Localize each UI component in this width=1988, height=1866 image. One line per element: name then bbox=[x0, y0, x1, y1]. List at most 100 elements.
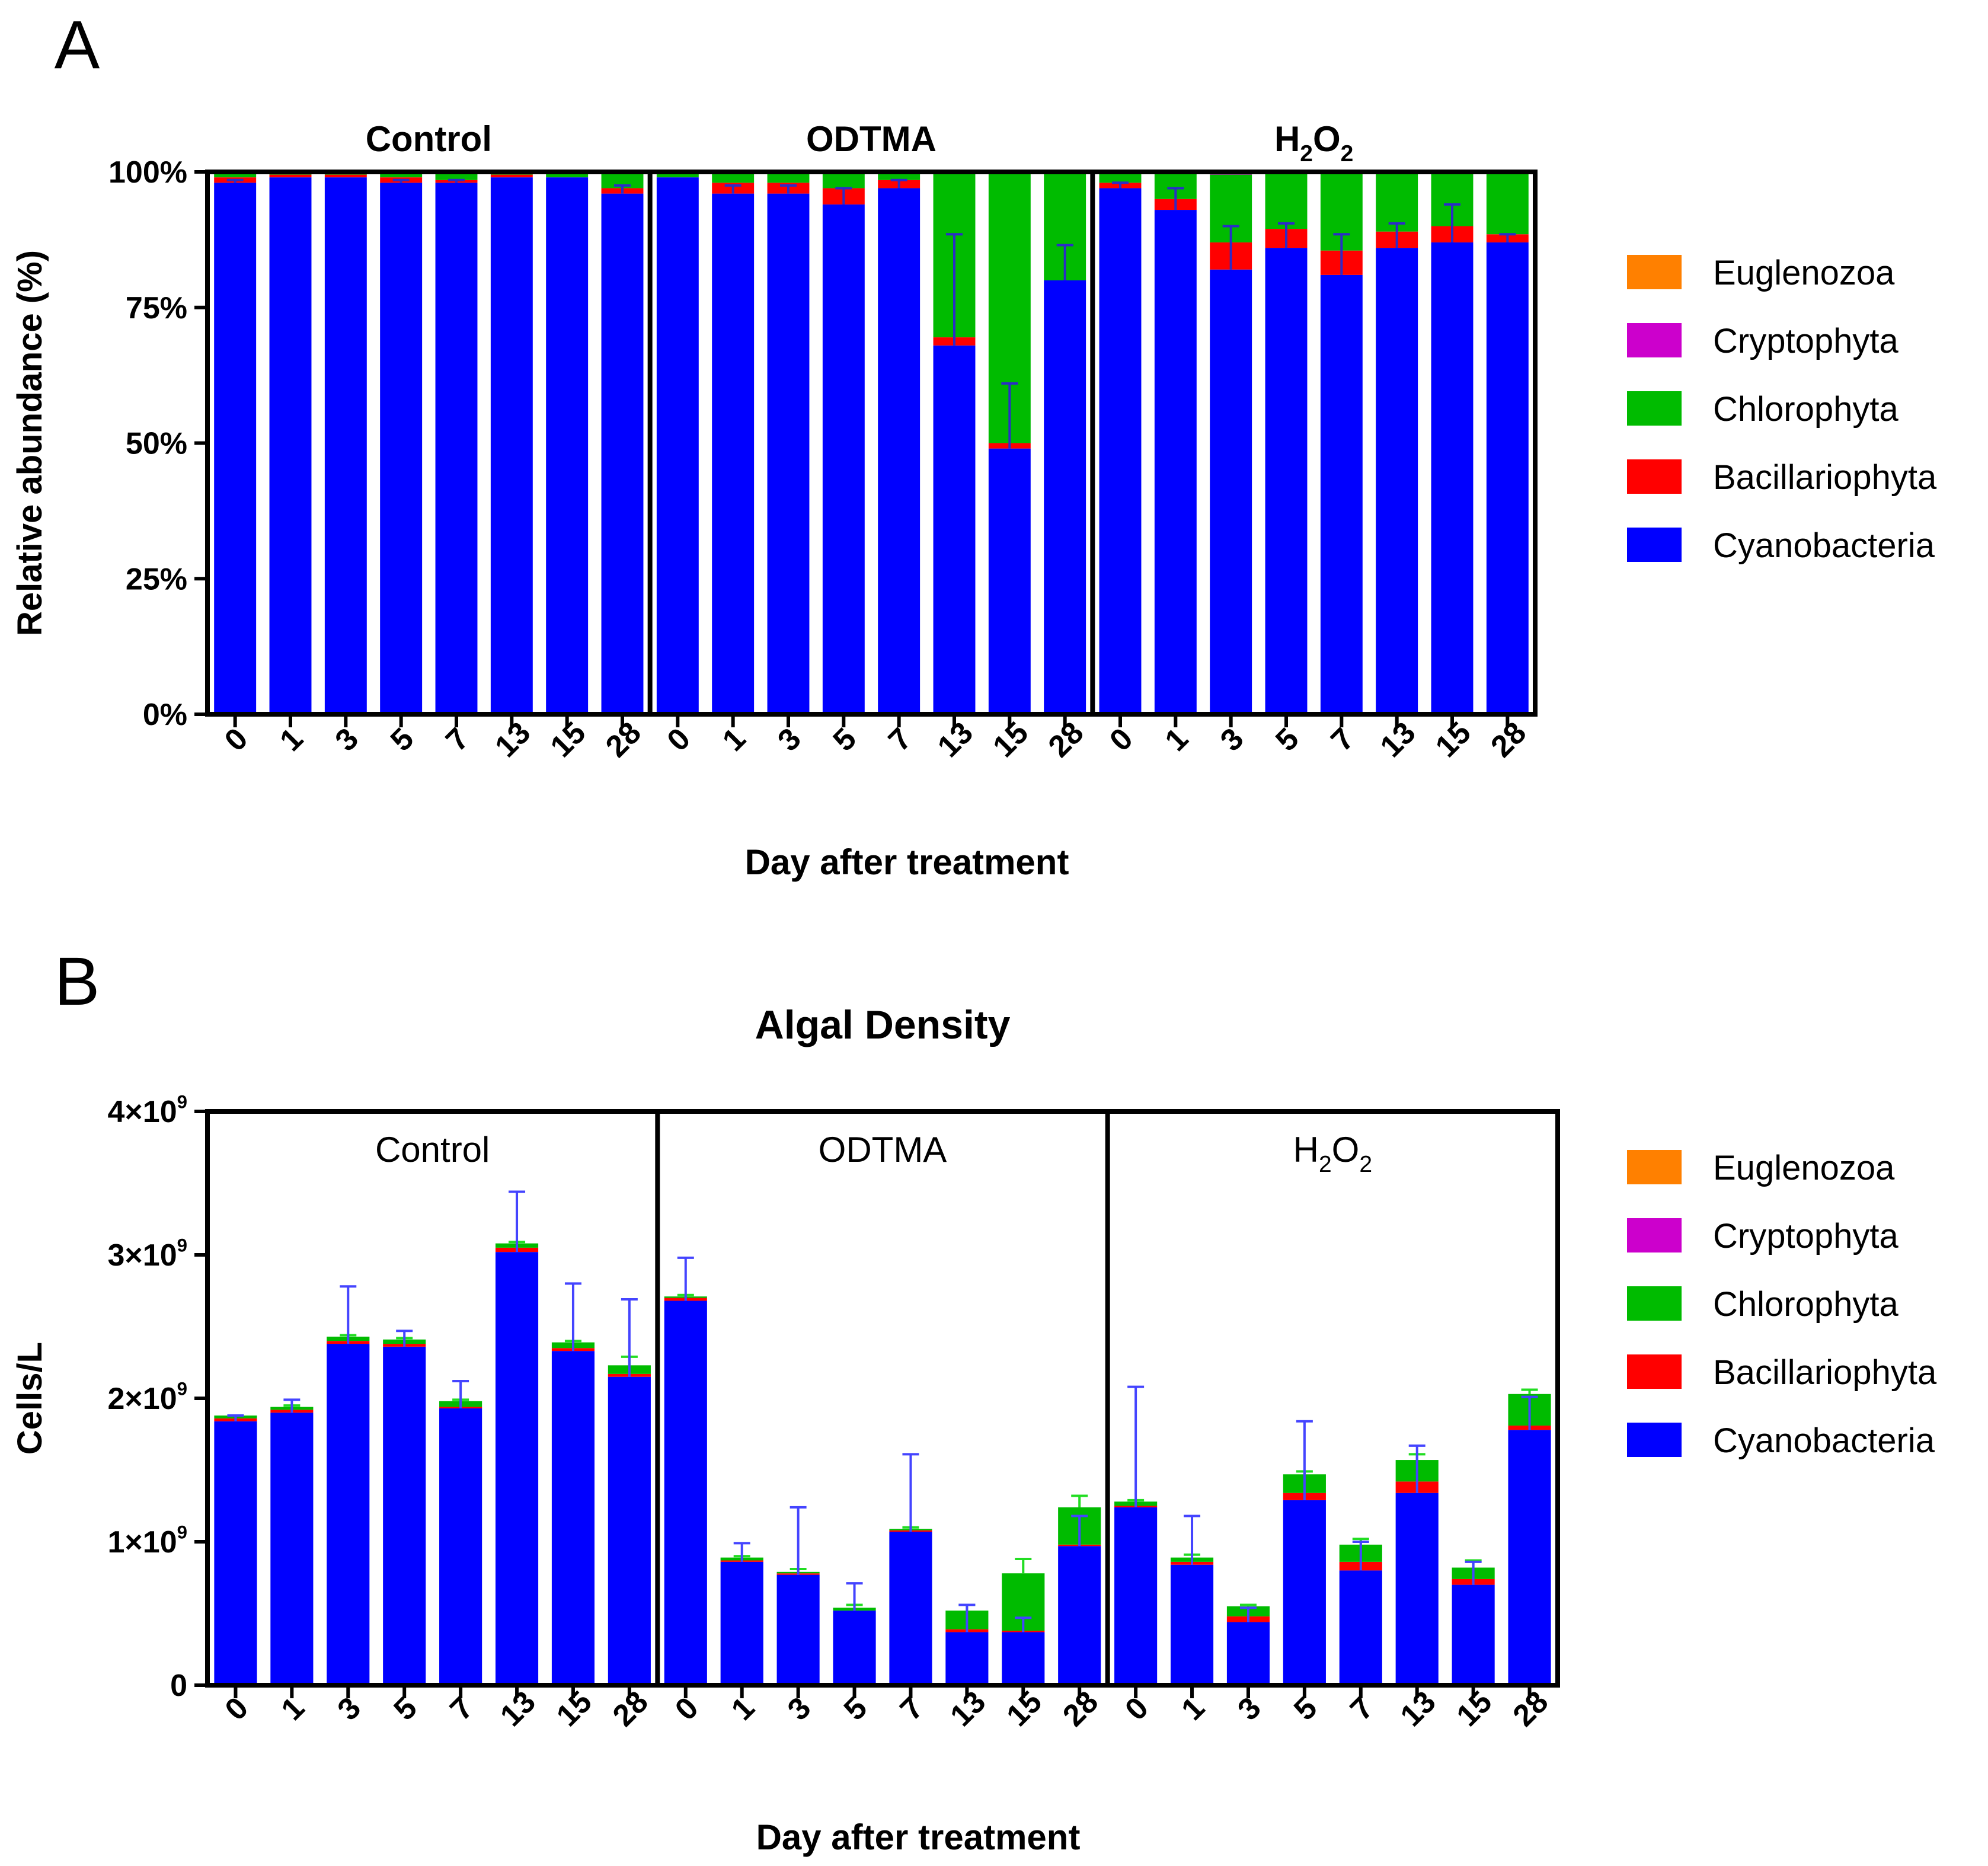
bar-segment-cyanobacteria bbox=[776, 1574, 820, 1685]
label-part: Control bbox=[375, 1130, 490, 1170]
bar-segment-cyanobacteria bbox=[1114, 1507, 1158, 1685]
legend-label-euglenozoa: Euglenozoa bbox=[1713, 1149, 1895, 1187]
legend-swatch-euglenozoa bbox=[1627, 1150, 1682, 1184]
bar-segment-cyanobacteria bbox=[601, 193, 644, 715]
bar-segment-chlorophyta bbox=[822, 172, 865, 188]
y-tick-label: 25% bbox=[126, 562, 187, 596]
legend: Euglenozoa Cryptophyta Chlorophyta Bacillar… bbox=[1627, 254, 1937, 565]
label-part: 2 bbox=[1319, 1152, 1332, 1177]
y-tick-label: 2×109 bbox=[108, 1379, 188, 1416]
bar-segment-cyanobacteria bbox=[720, 1561, 763, 1685]
bar-segment-bacillariophyta bbox=[490, 174, 533, 178]
bar-segment-cyanobacteria bbox=[988, 448, 1031, 714]
y-tick-label: 4×109 bbox=[108, 1092, 188, 1129]
label-part: 2 bbox=[1341, 141, 1354, 167]
bar-segment-cyanobacteria bbox=[1058, 1546, 1101, 1685]
x-tick-label: 13 bbox=[488, 715, 537, 764]
bar-segment-cyanobacteria bbox=[767, 193, 810, 715]
legend-label-cryptophyta: Cryptophyta bbox=[1713, 322, 1898, 360]
panel-letter: A bbox=[55, 7, 100, 83]
legend-swatch-cyanobacteria bbox=[1627, 528, 1682, 562]
x-tick-label: 28 bbox=[1056, 1685, 1105, 1733]
bar-segment-cyanobacteria bbox=[889, 1532, 932, 1685]
legend-label-cyanobacteria: Cyanobacteria bbox=[1713, 526, 1935, 565]
x-tick-label: 15 bbox=[1000, 1685, 1049, 1733]
bar-segment-cyanobacteria bbox=[214, 183, 257, 714]
legend-label-chlorophyta: Chlorophyta bbox=[1713, 390, 1898, 429]
bar-segment-cyanobacteria bbox=[833, 1611, 876, 1685]
x-tick-label: 15 bbox=[1429, 715, 1478, 764]
bar-segment-cyanobacteria bbox=[1508, 1430, 1551, 1685]
label-part: 9 bbox=[177, 1379, 187, 1400]
bar-segment-cyanobacteria bbox=[664, 1301, 707, 1685]
bar-segment-cyanobacteria bbox=[490, 177, 533, 714]
label-part: 9 bbox=[177, 1092, 187, 1113]
bar-segment-cyanobacteria bbox=[439, 1408, 482, 1685]
bar-segment-chlorophyta bbox=[1265, 172, 1308, 229]
group-label: ODTMA bbox=[806, 119, 937, 159]
label-part: Control bbox=[366, 119, 492, 159]
legend-swatch-cryptophyta bbox=[1627, 323, 1682, 357]
group-label: Control bbox=[366, 119, 492, 159]
bar-segment-cyanobacteria bbox=[1283, 1500, 1326, 1685]
bar-segment-chlorophyta bbox=[767, 172, 810, 183]
label-part: 4×10 bbox=[108, 1095, 177, 1129]
bar-segment-cyanobacteria bbox=[1339, 1570, 1382, 1685]
bar-segment-cyanobacteria bbox=[1265, 248, 1308, 715]
label-part: O bbox=[1313, 119, 1341, 159]
legend: Euglenozoa Cryptophyta Chlorophyta Bacillar… bbox=[1627, 1149, 1937, 1460]
bar-segment-cyanobacteria bbox=[1226, 1622, 1270, 1685]
label-part: 2 bbox=[1300, 141, 1313, 167]
bar-segment-cyanobacteria bbox=[608, 1376, 651, 1685]
panel-letter: B bbox=[55, 944, 100, 1020]
bars bbox=[214, 172, 1529, 715]
bar-segment-chlorophyta bbox=[546, 172, 589, 178]
label-part: 9 bbox=[177, 1522, 187, 1543]
bar-segment-cyanobacteria bbox=[1044, 280, 1086, 714]
label-part: O bbox=[1332, 1130, 1360, 1170]
bar-segment-cyanobacteria bbox=[822, 204, 865, 714]
y-tick-label: 3×109 bbox=[108, 1235, 188, 1273]
bar-segment-bacillariophyta bbox=[269, 174, 312, 178]
x-tick-label: 13 bbox=[1374, 715, 1423, 764]
label-part: 2×10 bbox=[108, 1382, 177, 1416]
legend-label-cyanobacteria: Cyanobacteria bbox=[1713, 1421, 1935, 1460]
bar-segment-cyanobacteria bbox=[495, 1252, 539, 1685]
legend-label-euglenozoa: Euglenozoa bbox=[1713, 254, 1895, 292]
legend-label-bacillariophyta: Bacillariophyta bbox=[1713, 458, 1937, 497]
bar-segment-cyanobacteria bbox=[383, 1346, 426, 1685]
legend-label-chlorophyta: Chlorophyta bbox=[1713, 1285, 1898, 1324]
legend-swatch-cyanobacteria bbox=[1627, 1423, 1682, 1457]
label-part: ODTMA bbox=[806, 119, 937, 159]
label-part: 2 bbox=[1359, 1152, 1372, 1177]
label-part: 0 bbox=[170, 1669, 187, 1703]
bar-segment-cyanobacteria bbox=[1431, 242, 1474, 714]
label-part: 3×10 bbox=[108, 1238, 177, 1273]
bar-segment-cyanobacteria bbox=[1170, 1564, 1214, 1685]
bar-segment-cyanobacteria bbox=[1002, 1632, 1045, 1685]
bar-segment-cyanobacteria bbox=[1099, 188, 1142, 714]
x-tick-label: 28 bbox=[1507, 1685, 1555, 1733]
legend-swatch-euglenozoa bbox=[1627, 255, 1682, 289]
bar-segment-cyanobacteria bbox=[214, 1421, 257, 1685]
bar-segment-cyanobacteria bbox=[324, 177, 367, 714]
x-tick-label: 28 bbox=[599, 715, 648, 764]
group-label: H2O2 bbox=[1293, 1130, 1372, 1177]
bar-segment-cyanobacteria bbox=[269, 177, 312, 714]
bar-segment-cyanobacteria bbox=[945, 1632, 989, 1685]
bar-segment-cyanobacteria bbox=[878, 188, 921, 714]
bar-segment-cyanobacteria bbox=[1154, 210, 1197, 714]
bar-segment-chlorophyta bbox=[1376, 172, 1418, 232]
bar-segment-cyanobacteria bbox=[1320, 274, 1363, 715]
error-bars bbox=[226, 178, 1516, 449]
bar-segment-cyanobacteria bbox=[551, 1351, 595, 1685]
x-tick-label: 15 bbox=[544, 715, 593, 764]
bar-segment-cyanobacteria bbox=[435, 183, 478, 714]
y-tick-label: 1×109 bbox=[108, 1522, 188, 1560]
label-part: 1×10 bbox=[108, 1525, 177, 1560]
y-tick-label: 100% bbox=[108, 155, 187, 190]
bar-segment-chlorophyta bbox=[656, 172, 699, 178]
bar-segment-cyanobacteria bbox=[1210, 269, 1252, 714]
x-tick-label: 13 bbox=[1394, 1685, 1443, 1733]
